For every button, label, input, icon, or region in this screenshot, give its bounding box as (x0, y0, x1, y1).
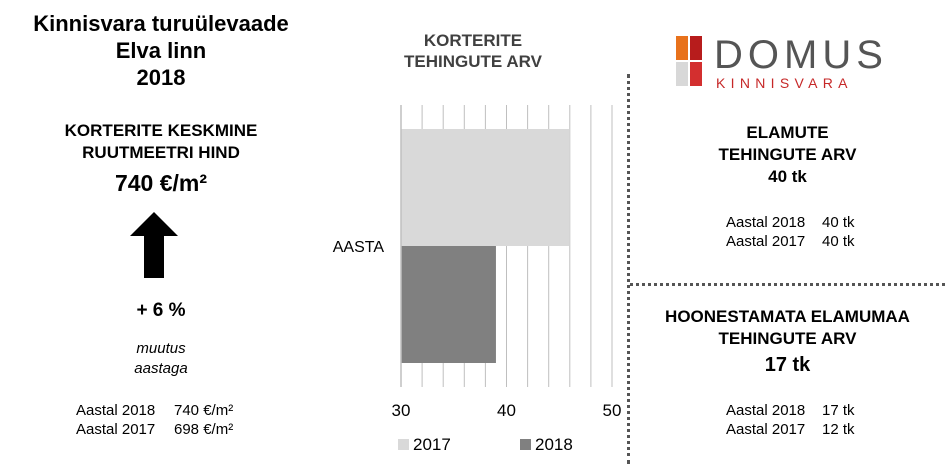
comparison-row: Aastal 2018 740 €/m² (76, 401, 233, 420)
chart-tick-label: 30 (392, 401, 411, 420)
kpi-heading: KORTERITE KESKMINE RUUTMEETRI HIND (0, 120, 322, 164)
houses-value: 40 tk (768, 167, 807, 186)
comparison-label: Aastal 2017 (726, 421, 806, 438)
comparison-label: Aastal 2018 (76, 402, 156, 419)
land-comparison: Aastal 2018 17 tk Aastal 2017 12 tk (726, 401, 855, 439)
chart-title-line-1: KORTERITE (423, 31, 523, 50)
legend-label-2017: 2017 (413, 435, 451, 454)
comparison-value: 740 €/m² (174, 402, 234, 419)
arrow-up-icon (130, 212, 178, 278)
comparison-value: 40 tk (822, 214, 855, 231)
houses-section: ELAMUTE TEHINGUTE ARV 40 tk (630, 122, 945, 188)
land-value: 17 tk (764, 354, 811, 376)
chart-legend: 2017 2018 (398, 435, 573, 454)
logo-square-red (690, 62, 702, 86)
chart-title: KORTERITE TEHINGUTE ARV (383, 30, 563, 72)
kpi-heading-line-1: KORTERITE KESKMINE (64, 121, 258, 140)
comparison-label: Aastal 2017 (76, 421, 156, 438)
land-section: HOONESTAMATA ELAMUMAA TEHINGUTE ARV 17 t… (630, 306, 945, 377)
title-line-2: Elva linn (115, 38, 207, 63)
land-title-line-1: HOONESTAMATA ELAMUMAA (665, 307, 910, 326)
change-note-line-2: aastaga (134, 360, 188, 377)
comparison-value: 698 €/m² (174, 421, 234, 438)
houses-title-line-1: ELAMUTE (746, 123, 829, 142)
comparison-value: 12 tk (822, 421, 855, 438)
report-title: Kinnisvara turuülevaade Elva linn 2018 (0, 10, 322, 91)
houses-title-line-2: TEHINGUTE ARV (718, 145, 857, 164)
comparison-row: Aastal 2018 40 tk (726, 213, 855, 232)
land-title-line-2: TEHINGUTE ARV (718, 329, 857, 348)
title-line-1: Kinnisvara turuülevaade (33, 11, 289, 36)
chart-title-line-2: TEHINGUTE ARV (404, 52, 542, 71)
comparison-row: Aastal 2017 40 tk (726, 232, 855, 251)
logo-square-darkred (690, 36, 702, 60)
chart-bar-2018 (401, 246, 496, 363)
legend-swatch-2018 (520, 439, 531, 450)
comparison-value: 40 tk (822, 233, 855, 250)
chart-tick-label: 40 (497, 401, 516, 420)
comparison-row: Aastal 2018 17 tk (726, 401, 855, 420)
horizontal-divider (630, 283, 945, 286)
logo-square-orange (676, 36, 688, 60)
vertical-divider (627, 74, 630, 464)
comparison-label: Aastal 2018 (726, 402, 806, 419)
change-percent: + 6 % (136, 300, 186, 321)
title-line-3: 2018 (136, 65, 186, 90)
change-note: muutus aastaga (0, 339, 322, 379)
kpi-value: 740 €/m² (114, 170, 208, 196)
logo-subtitle: KINNISVARA (716, 75, 853, 91)
logo-square-gray (676, 62, 688, 86)
chart-bar-2017 (401, 129, 570, 246)
domus-logo: DOMUS KINNISVARA (676, 33, 888, 91)
comparison-label: Aastal 2018 (726, 214, 806, 231)
comparison-row: Aastal 2017 12 tk (726, 420, 855, 439)
chart-axis: AASTA 30 40 50 (333, 105, 622, 420)
legend-swatch-2017 (398, 439, 409, 450)
logo-wordmark: DOMUS (714, 33, 888, 77)
chart-tick-label: 50 (603, 401, 622, 420)
change-note-line-1: muutus (136, 340, 186, 357)
deals-bar-chart: AASTA 30 40 50 2017 2018 (333, 105, 622, 454)
comparison-value: 17 tk (822, 402, 855, 419)
houses-comparison: Aastal 2018 40 tk Aastal 2017 40 tk (726, 213, 855, 251)
comparison-row: Aastal 2017 698 €/m² (76, 420, 233, 439)
chart-bars (401, 129, 570, 363)
price-comparison: Aastal 2018 740 €/m² Aastal 2017 698 €/m² (76, 401, 233, 439)
kpi-heading-line-2: RUUTMEETRI HIND (82, 143, 240, 162)
legend-label-2018: 2018 (535, 435, 573, 454)
comparison-label: Aastal 2017 (726, 233, 806, 250)
chart-category-label: AASTA (333, 239, 385, 256)
